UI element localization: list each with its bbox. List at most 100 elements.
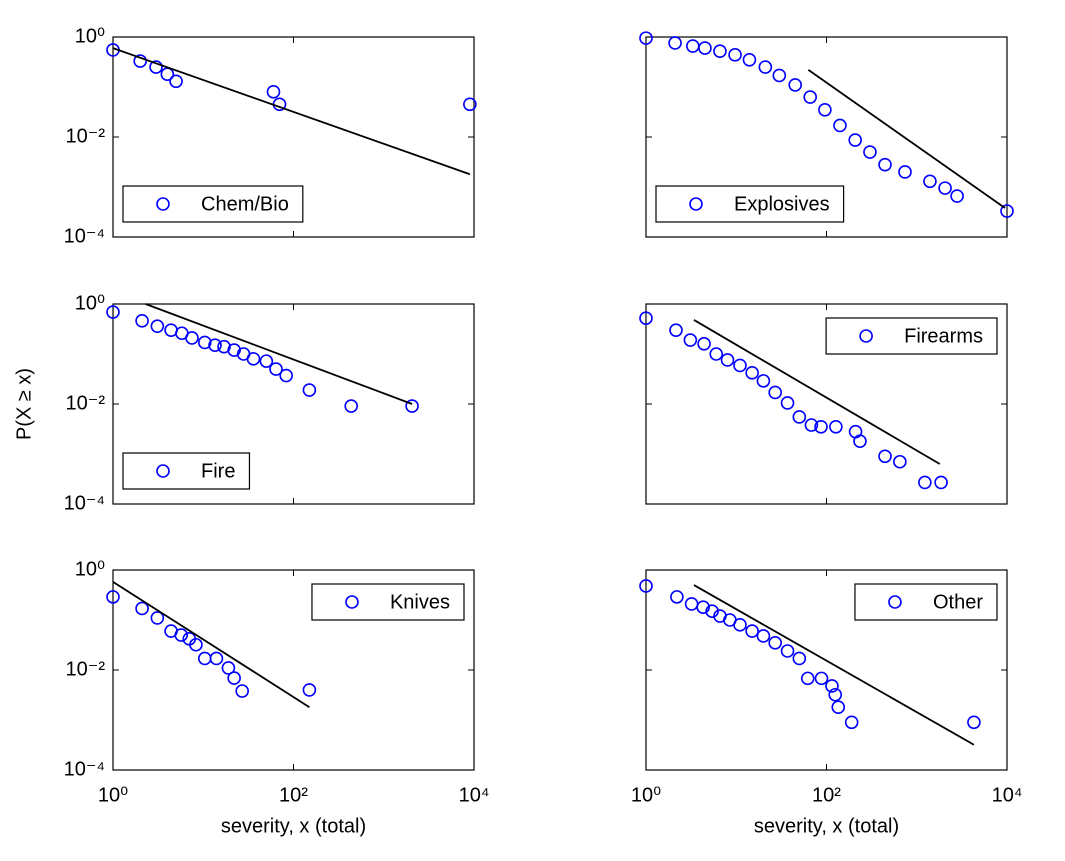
data-point — [814, 671, 829, 686]
data-point — [185, 331, 199, 345]
data-point — [878, 449, 892, 464]
data-point — [696, 600, 710, 615]
data-point — [639, 311, 653, 325]
legend-marker — [859, 329, 873, 343]
legend-box — [122, 185, 304, 223]
data-point — [344, 399, 359, 413]
data-point — [698, 41, 712, 55]
data-point — [405, 399, 419, 413]
legend-box — [655, 185, 845, 223]
legend-box — [825, 317, 998, 355]
data-point — [745, 624, 759, 638]
data-point — [684, 597, 699, 611]
data-point — [728, 48, 742, 62]
legend-label: Explosives — [734, 193, 830, 215]
subplot: 10⁻⁴ 10⁻² 10⁰ 10⁰ 10² 10⁴ severity, x (total) K… — [64, 558, 490, 837]
x-tick-label: 10⁴ — [992, 784, 1023, 806]
legend-marker — [156, 464, 170, 478]
y-tick-label: 10⁰ — [75, 558, 105, 580]
data-point — [788, 78, 803, 92]
data-point — [768, 635, 782, 650]
legend: Other — [854, 583, 998, 621]
legend-box — [122, 452, 251, 490]
data-point — [246, 352, 261, 366]
data-point — [768, 385, 782, 400]
data-point — [106, 590, 120, 604]
data-point — [106, 305, 120, 319]
data-point — [685, 39, 700, 53]
data-point — [814, 419, 828, 434]
data-point — [189, 637, 203, 652]
x-tick-label: 10⁰ — [631, 784, 661, 806]
legend: Chem/Bio — [122, 185, 304, 223]
data-point — [733, 618, 747, 632]
data-point — [878, 157, 892, 172]
subplot: Explosives — [639, 31, 1014, 238]
data-point — [670, 590, 684, 604]
data-point — [302, 683, 317, 697]
data-point — [780, 396, 795, 410]
data-point — [463, 97, 477, 112]
legend-marker — [888, 595, 902, 609]
subplot: Firearms — [639, 303, 1008, 505]
data-point — [209, 651, 224, 666]
data-point — [818, 102, 832, 117]
subplot: 10⁻⁴ 10⁻² 10⁰ Chem/Bio — [64, 25, 477, 247]
y-tick-label: 10⁻⁴ — [64, 492, 105, 514]
data-point — [683, 333, 698, 347]
data-point — [135, 314, 149, 328]
data-point — [898, 165, 912, 179]
data-point — [713, 44, 727, 58]
x-tick-label: 10⁴ — [459, 784, 490, 806]
data-point — [227, 671, 241, 685]
data-point — [197, 651, 212, 666]
fit-line — [807, 69, 1006, 209]
data-point — [709, 347, 724, 361]
data-point — [756, 629, 771, 643]
data-point — [825, 679, 839, 693]
data-point — [221, 661, 236, 675]
data-point — [742, 52, 757, 67]
data-point — [833, 118, 847, 133]
data-point — [923, 174, 937, 189]
data-point — [149, 60, 163, 74]
data-point — [848, 133, 863, 147]
data-point — [893, 454, 907, 469]
y-tick-label: 10⁻⁴ — [64, 225, 105, 247]
data-point — [208, 338, 222, 352]
legend-box — [854, 583, 998, 621]
y-tick-label: 10⁰ — [75, 25, 105, 47]
data-point — [967, 715, 981, 730]
data-point — [150, 319, 165, 333]
y-tick-label: 10⁻² — [66, 392, 106, 414]
data-point — [745, 366, 759, 380]
data-point — [639, 31, 653, 45]
legend: Knives — [311, 583, 465, 621]
data-point — [804, 418, 819, 432]
fit-line — [112, 47, 471, 176]
data-point — [133, 54, 147, 68]
y-tick-label: 10⁻² — [66, 658, 106, 680]
data-point — [279, 368, 293, 383]
legend-label: Fire — [201, 460, 235, 482]
x-tick-label: 10² — [812, 784, 841, 806]
x-axis-label: severity, x (total) — [221, 815, 366, 837]
data-point — [150, 611, 165, 625]
legend-marker — [345, 595, 359, 609]
data-point — [269, 362, 283, 376]
data-point — [302, 383, 317, 397]
data-point — [800, 671, 815, 686]
legend-marker — [156, 197, 170, 211]
data-point — [934, 475, 948, 490]
data-point — [829, 419, 843, 434]
data-point — [863, 145, 877, 159]
subplot: 10⁰ 10² 10⁴ severity, x (total) Other — [631, 569, 1023, 837]
data-point — [169, 74, 183, 89]
data-point — [772, 68, 787, 83]
fit-line — [693, 319, 941, 465]
data-point — [266, 85, 281, 99]
legend-label: Knives — [390, 591, 450, 613]
x-tick-label: 10² — [279, 784, 308, 806]
